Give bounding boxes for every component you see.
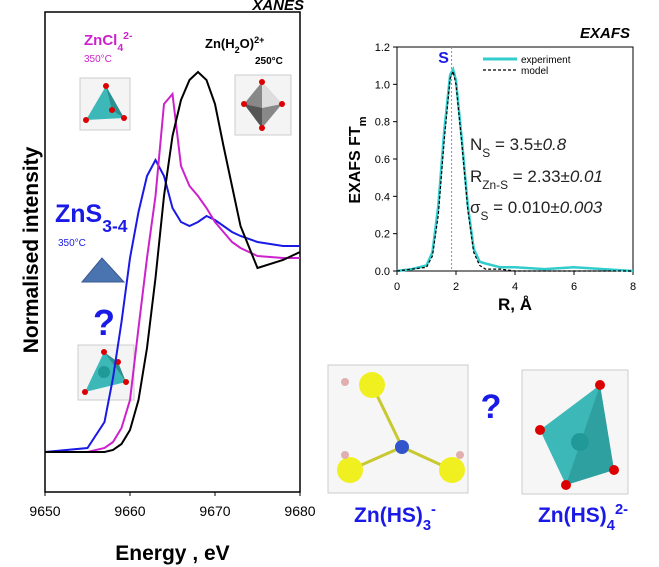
- x-axis-label: Energy , eV: [115, 542, 229, 565]
- label-sub: Zn-S: [482, 178, 508, 192]
- label-after: = 2.33: [508, 167, 560, 186]
- label-sub: 4: [607, 518, 616, 534]
- y-tick-label: 0.4: [375, 191, 390, 203]
- x-tick-label: 9670: [199, 503, 230, 519]
- x-tick-label: 9650: [29, 503, 60, 519]
- y-tick-label: 0.0: [375, 266, 390, 278]
- plot-frame: [397, 47, 633, 271]
- y-axis-label-sub: m: [357, 116, 369, 126]
- y-tick-label: 0.6: [375, 154, 390, 166]
- label-sub: S: [482, 146, 490, 160]
- zn-hs-4-structure: [522, 370, 628, 494]
- label: NS = 3.5±0.8: [470, 135, 567, 160]
- zncl4-icon: [80, 78, 130, 130]
- label-sub: 4: [117, 42, 123, 54]
- label-text: σ: [470, 198, 481, 217]
- label-text: N: [470, 135, 482, 154]
- figure: ? 9650 9660 9670 9680 XANES Energy , eV Normal…: [0, 0, 659, 567]
- x-tick-label: 4: [512, 281, 518, 293]
- label: σS = 0.010±0.003: [470, 198, 603, 223]
- question-mark: ?: [481, 388, 502, 426]
- label-sup: 2-: [123, 30, 133, 42]
- label: ?: [93, 302, 115, 343]
- zns-icon: [78, 345, 134, 400]
- legend-label: model: [521, 66, 548, 77]
- label: Zn(HS)3-: [354, 502, 436, 534]
- label-text: Zn(HS): [538, 504, 607, 527]
- temperature-label: 350°C: [58, 238, 86, 249]
- label: Zn(H2O)2+: [205, 35, 265, 55]
- zns-triangle: [82, 258, 124, 282]
- x-tick-label: 9660: [114, 503, 145, 519]
- y-axis-label: EXAFS FTm: [347, 116, 369, 203]
- label-after: = 0.010: [488, 198, 550, 217]
- label-text: ZnCl: [84, 32, 117, 49]
- label-sub: S: [481, 209, 489, 223]
- x-tick-label: 6: [571, 281, 577, 293]
- reference-label: S: [438, 50, 449, 67]
- label: RZn-S = 2.33±0.01: [470, 167, 603, 192]
- label-sup: 2-: [615, 502, 628, 518]
- label: ZnS3-4: [55, 200, 128, 236]
- znh2o-icon: [235, 75, 291, 135]
- temperature-label: 250°C: [255, 56, 283, 67]
- label-text: Zn(HS): [354, 504, 423, 527]
- x-tick-label: 2: [453, 281, 459, 293]
- label-text: ZnS: [55, 200, 102, 228]
- y-axis-label: Normalised intensity: [20, 146, 43, 353]
- label: ZnCl42-: [84, 30, 133, 54]
- y-tick-label: 0.8: [375, 117, 390, 129]
- label-sup: 2+: [254, 35, 264, 45]
- x-tick-label: 9680: [284, 503, 315, 519]
- chart-title: XANES: [251, 0, 304, 14]
- label-text: ?: [93, 302, 115, 343]
- legend-label: experiment: [521, 55, 571, 66]
- y-tick-label: 0.2: [375, 229, 390, 241]
- zn-hs-3-structure: [328, 365, 468, 493]
- x-tick-label: 0: [394, 281, 400, 293]
- chart-title: EXAFS: [580, 25, 630, 42]
- label-sub: 3-4: [102, 216, 128, 236]
- y-tick-label: 1.2: [375, 42, 390, 54]
- temperature-label: 350°C: [84, 54, 112, 65]
- label-sub: 3: [423, 518, 431, 534]
- label: Zn(HS)42-: [538, 502, 628, 534]
- label-text: R: [470, 167, 482, 186]
- label-after: O): [240, 36, 254, 51]
- x-tick-label: 8: [630, 281, 636, 293]
- label-err: ±0.003: [550, 198, 602, 217]
- y-axis-label-main: EXAFS FT: [347, 126, 364, 204]
- label-after: = 3.5: [490, 135, 533, 154]
- x-axis-label: R, Å: [498, 295, 532, 314]
- y-tick-label: 1.0: [375, 79, 390, 91]
- label-text: Zn(H: [205, 36, 235, 51]
- label-err: ±0.01: [561, 167, 603, 186]
- label-sup: -: [431, 502, 436, 518]
- label-err: ±0.8: [533, 135, 567, 154]
